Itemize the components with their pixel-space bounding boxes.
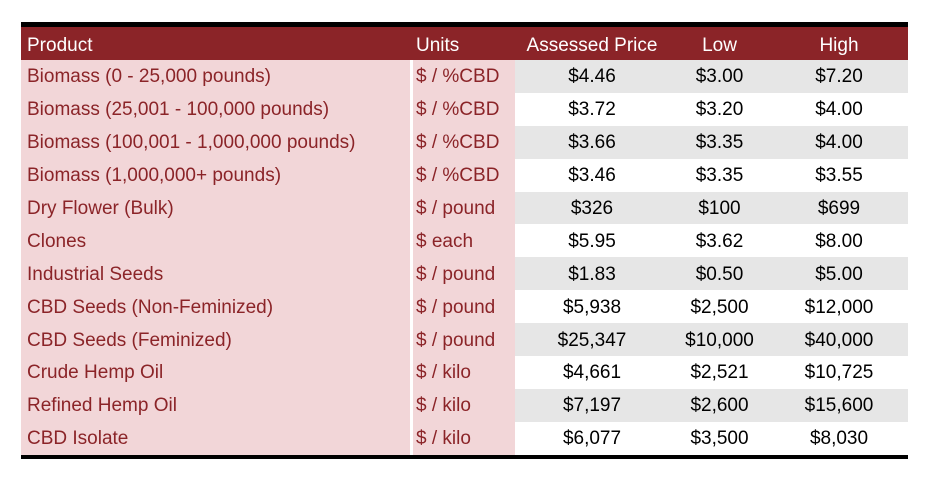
header-product: Product [27, 35, 93, 56]
units-cell: $ / %CBD [410, 158, 515, 192]
header-high: High [819, 35, 859, 56]
header-units: Units [416, 35, 460, 56]
low-cell: $0.50 [669, 257, 770, 291]
assessed-price-cell: $3.72 [515, 92, 669, 126]
product-cell: CBD Seeds (Non-Feminized) [21, 290, 410, 324]
table-row: Refined Hemp Oil $ / kilo $7,197 $2,600 $15,… [21, 388, 908, 422]
product-cell: Industrial Seeds [21, 257, 410, 291]
units-cell: $ / %CBD [410, 92, 515, 126]
product-cell: Biomass (1,000,000+ pounds) [21, 158, 410, 192]
low-cell: $2,500 [669, 290, 770, 324]
assessed-price-cell: $7,197 [515, 388, 669, 422]
product-cell: Biomass (0 - 25,000 pounds) [21, 60, 410, 93]
low-cell: $3.62 [669, 224, 770, 258]
assessed-price-cell: $5,938 [515, 290, 669, 324]
header-low: Low [702, 35, 737, 56]
high-cell: $8,030 [770, 421, 908, 455]
units-cell: $ / pound [410, 191, 515, 225]
header-assessed-price: Assessed Price [526, 35, 658, 56]
low-cell: $3.35 [669, 125, 770, 159]
product-cell: Biomass (25,001 - 100,000 pounds) [21, 92, 410, 126]
low-cell: $3.35 [669, 158, 770, 192]
table-row: Clones $ each $5.95 $3.62 $8.00 [21, 224, 908, 258]
table-row: Biomass (1,000,000+ pounds) $ / %CBD $3.46… [21, 158, 908, 192]
assessed-price-cell: $4,661 [515, 356, 669, 389]
assessed-price-cell: $326 [515, 191, 669, 225]
assessed-price-cell: $1.83 [515, 257, 669, 291]
high-cell: $5.00 [770, 257, 908, 291]
units-cell: $ / pound [410, 323, 515, 357]
table-row: Dry Flower (Bulk) $ / pound $326 $100 $699 [21, 191, 908, 225]
high-cell: $7.20 [770, 60, 908, 93]
price-table: Product Units Assessed Price Low High Bi… [21, 22, 908, 459]
units-cell: $ / pound [410, 290, 515, 324]
units-cell: $ / kilo [410, 421, 515, 455]
assessed-price-cell: $4.46 [515, 60, 669, 93]
table-row: Crude Hemp Oil $ / kilo $4,661 $2,521 $10,72… [21, 356, 908, 389]
table-row: Industrial Seeds $ / pound $1.83 $0.50 $5.00 [21, 257, 908, 291]
table-header: Product Units Assessed Price Low High [21, 27, 908, 60]
top-rule [21, 22, 908, 27]
table-body: Biomass (0 - 25,000 pounds) $ / %CBD $4.46… [21, 60, 908, 455]
units-cell: $ / kilo [410, 356, 515, 389]
product-cell: CBD Seeds (Feminized) [21, 323, 410, 357]
low-cell: $3.20 [669, 92, 770, 126]
high-cell: $4.00 [770, 92, 908, 126]
high-cell: $12,000 [770, 290, 908, 324]
product-cell: CBD Isolate [21, 421, 410, 455]
table-row: Biomass (25,001 - 100,000 pounds) $ / %CB… [21, 92, 908, 126]
assessed-price-cell: $5.95 [515, 224, 669, 258]
low-cell: $3,500 [669, 421, 770, 455]
product-cell: Clones [21, 224, 410, 258]
high-cell: $15,600 [770, 388, 908, 422]
high-cell: $699 [770, 191, 908, 225]
assessed-price-cell: $3.66 [515, 125, 669, 159]
table-row: CBD Seeds (Non-Feminized) $ / pound $5,938… [21, 290, 908, 324]
assessed-price-cell: $3.46 [515, 158, 669, 192]
assessed-price-cell: $6,077 [515, 421, 669, 455]
high-cell: $4.00 [770, 125, 908, 159]
low-cell: $3.00 [669, 60, 770, 93]
product-cell: Biomass (100,001 - 1,000,000 pounds) [21, 125, 410, 159]
table-row: CBD Isolate $ / kilo $6,077 $3,500 $8,030 [21, 421, 908, 455]
units-cell: $ / kilo [410, 388, 515, 422]
high-cell: $8.00 [770, 224, 908, 258]
product-cell: Refined Hemp Oil [21, 388, 410, 422]
assessed-price-cell: $25,347 [515, 323, 669, 357]
units-cell: $ / %CBD [410, 125, 515, 159]
units-cell: $ / pound [410, 257, 515, 291]
units-cell: $ each [410, 224, 515, 258]
low-cell: $2,600 [669, 388, 770, 422]
high-cell: $10,725 [770, 356, 908, 389]
low-cell: $2,521 [669, 356, 770, 389]
high-cell: $3.55 [770, 158, 908, 192]
low-cell: $10,000 [669, 323, 770, 357]
table-row: Biomass (100,001 - 1,000,000 pounds) $ / … [21, 125, 908, 159]
units-cell: $ / %CBD [410, 60, 515, 93]
table-row: Biomass (0 - 25,000 pounds) $ / %CBD $4.46… [21, 60, 908, 93]
table-row: CBD Seeds (Feminized) $ / pound $25,347 $10… [21, 323, 908, 357]
bottom-rule [21, 454, 908, 459]
low-cell: $100 [669, 191, 770, 225]
high-cell: $40,000 [770, 323, 908, 357]
product-cell: Dry Flower (Bulk) [21, 191, 410, 225]
product-cell: Crude Hemp Oil [21, 356, 410, 389]
